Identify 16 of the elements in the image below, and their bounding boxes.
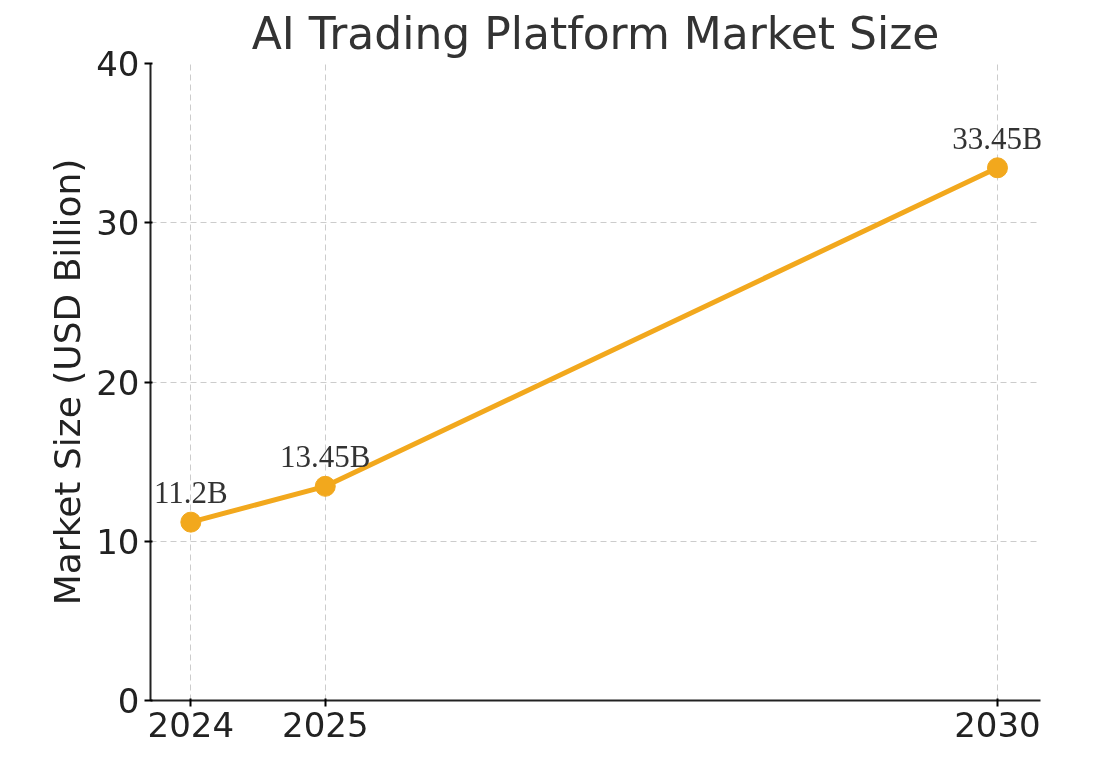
y-tick-label: 20 [96,362,140,403]
data-label: 33.45B [952,120,1043,156]
point [180,511,202,533]
y-axis-title: Market Size (USD Billion) [47,158,89,606]
y-tick-label: 0 [117,681,140,721]
y-tick-label: 40 [96,44,140,84]
data-label: 13.45B [280,439,371,475]
data-label: 11.2B [153,475,228,511]
x-tick-label: 2030 [954,704,1041,745]
point [314,475,336,497]
y-tick-label: 30 [96,203,140,244]
chart-title: AI Trading Platform Market Size [251,7,940,59]
y-tick-label: 10 [96,521,140,562]
x-tick-label: 2025 [282,704,369,745]
x-tick-label: 2024 [147,704,235,745]
point [986,157,1008,179]
